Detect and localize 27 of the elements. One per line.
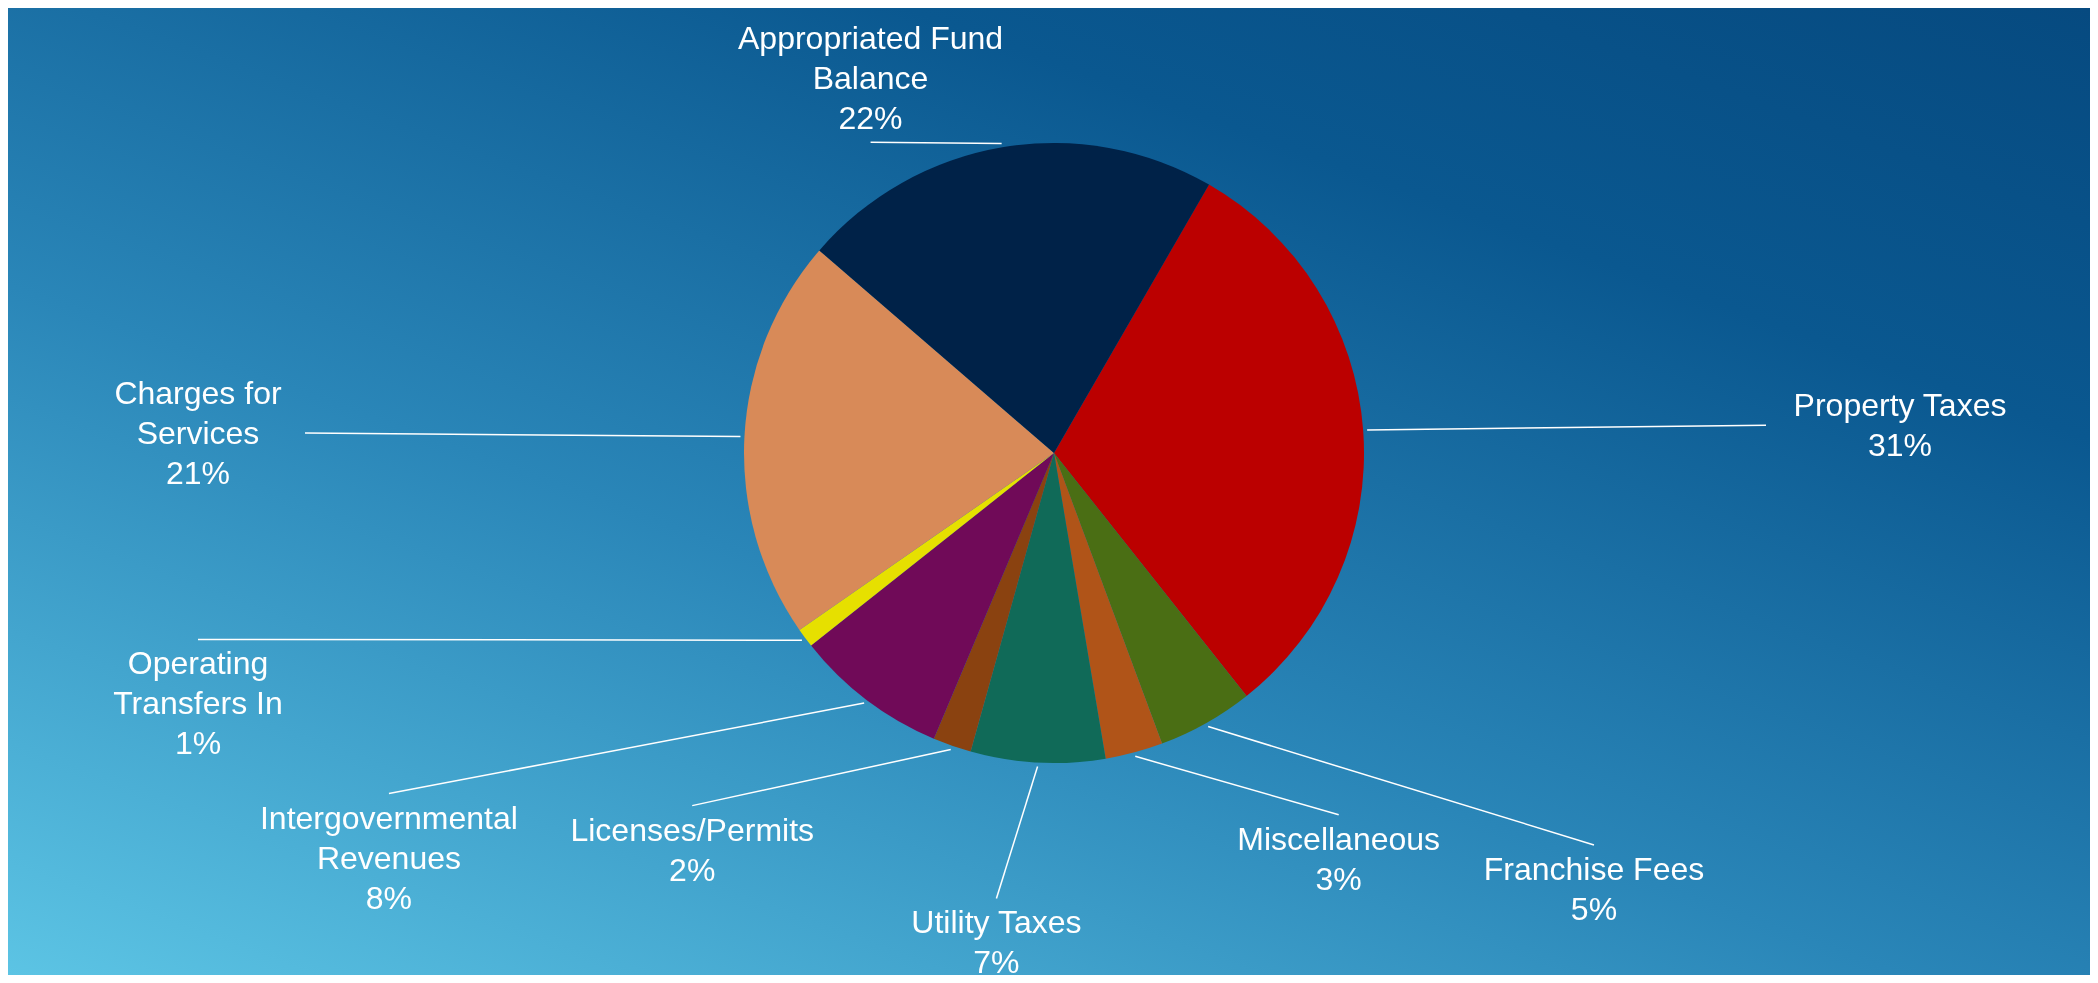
data-label: 22%	[838, 100, 903, 137]
slice-label: Utility Taxes	[911, 904, 1082, 941]
pie-slice	[1054, 453, 1247, 744]
slice-label: Charges for Services	[114, 375, 282, 452]
pie-slice	[799, 453, 1054, 646]
pie-slice	[744, 250, 1054, 630]
data-label: 21%	[165, 455, 231, 492]
data-label: 3%	[1315, 860, 1362, 897]
data-label: 31%	[1867, 427, 1933, 464]
data-label: 8%	[365, 879, 413, 916]
data-label: 7%	[973, 944, 1020, 981]
pie-slice	[933, 453, 1054, 752]
data-label: 1%	[174, 725, 222, 762]
pie-slice	[1054, 453, 1163, 759]
pie-slice	[1054, 184, 1364, 696]
slice-label: Operating Transfers In	[113, 645, 283, 722]
slice-label: Appropriated Fund Balance	[738, 20, 1004, 97]
pie-slice	[819, 143, 1209, 453]
slice-label: Franchise Fees	[1483, 850, 1705, 887]
pie-slice	[811, 453, 1054, 739]
slice-label: Miscellaneous	[1237, 820, 1441, 857]
data-label: 2%	[669, 851, 716, 888]
pie-slice	[970, 453, 1106, 763]
slice-label: Intergovernmental Revenues	[259, 799, 518, 876]
slice-label: Property Taxes	[1793, 387, 2007, 424]
data-label: 5%	[1570, 890, 1618, 927]
slice-label: Licenses/Permits	[570, 811, 815, 848]
